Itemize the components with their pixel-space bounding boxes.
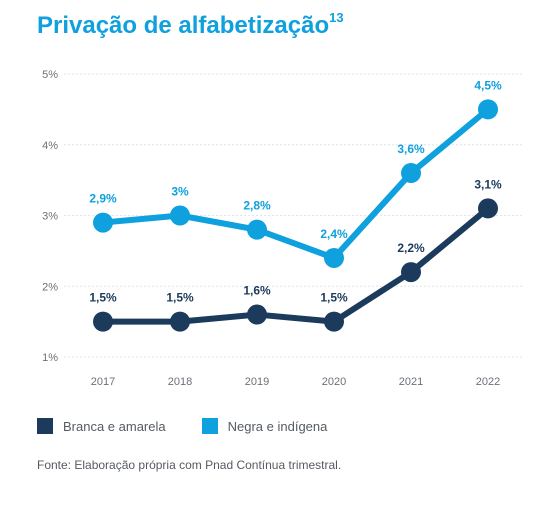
- x-tick-label: 2017: [91, 376, 115, 388]
- data-label: 3%: [171, 185, 189, 199]
- data-point: [478, 99, 498, 120]
- data-point: [401, 262, 421, 283]
- data-label: 4,5%: [474, 78, 502, 92]
- legend-item-branca-amarela: Branca e amarela: [37, 418, 166, 434]
- legend-label-negra-indigena: Negra e indígena: [227, 418, 328, 434]
- y-tick-label: 4%: [42, 140, 58, 152]
- y-axis: 1% 2% 3% 4% 5%: [42, 69, 58, 364]
- series-layer: 1,5% 1,5% 1,6% 1,5% 2,2% 3,1% 2,9% 3% 2,8% 2,4% 3,…: [89, 78, 502, 332]
- data-point: [93, 212, 113, 233]
- data-label: 3,6%: [397, 142, 425, 156]
- chart-title: Privação de alfabetização13: [37, 10, 344, 40]
- y-tick-label: 5%: [42, 69, 58, 81]
- data-label: 2,2%: [397, 241, 425, 255]
- data-point: [247, 304, 267, 325]
- grid-lines: [64, 73, 522, 358]
- data-label: 1,5%: [166, 291, 194, 305]
- data-point: [170, 205, 190, 226]
- data-label: 2,8%: [243, 199, 271, 213]
- x-tick-label: 2021: [399, 376, 423, 388]
- title-footnote: 13: [329, 10, 344, 25]
- data-label: 2,4%: [320, 227, 348, 241]
- y-tick-label: 3%: [42, 211, 58, 223]
- y-tick-label: 1%: [42, 352, 58, 364]
- x-axis: 2017 2018 2019 2020 2021 2022: [91, 376, 500, 388]
- data-point: [324, 311, 344, 332]
- source-note: Fonte: Elaboração própria com Pnad Contí…: [37, 458, 342, 472]
- legend-label-branca-amarela: Branca e amarela: [63, 418, 166, 434]
- data-label: 1,5%: [89, 291, 117, 305]
- legend-swatch-negra-indigena: [201, 418, 218, 434]
- series-line: [100, 106, 491, 261]
- series-line: [100, 205, 491, 325]
- line-chart: 1% 2% 3% 4% 5% 2017 2018 2019 2020 2021 2022 1,5%…: [42, 69, 522, 388]
- data-label: 1,6%: [243, 284, 271, 298]
- data-point: [324, 247, 344, 268]
- data-label: 1,5%: [320, 291, 348, 305]
- data-point: [401, 163, 421, 184]
- data-label: 3,1%: [474, 177, 502, 191]
- legend-swatch-branca-amarela: [37, 418, 53, 434]
- data-point: [93, 311, 113, 332]
- series-0: 1,5% 1,5% 1,6% 1,5% 2,2% 3,1%: [89, 177, 502, 332]
- chart-title-text: Privação de alfabetização: [37, 12, 330, 39]
- x-tick-label: 2020: [322, 376, 346, 388]
- series-1: 2,9% 3% 2,8% 2,4% 3,6% 4,5%: [89, 78, 502, 268]
- data-point: [170, 311, 190, 332]
- y-tick-label: 2%: [42, 281, 58, 293]
- data-label: 2,9%: [89, 192, 117, 206]
- data-point: [478, 198, 498, 219]
- x-tick-label: 2022: [476, 376, 500, 388]
- x-tick-label: 2018: [168, 376, 192, 388]
- legend: Branca e amarela Negra e indígena: [37, 417, 363, 435]
- x-tick-label: 2019: [245, 376, 269, 388]
- legend-item-negra-indigena: Negra e indígena: [201, 418, 328, 434]
- data-point: [247, 219, 267, 240]
